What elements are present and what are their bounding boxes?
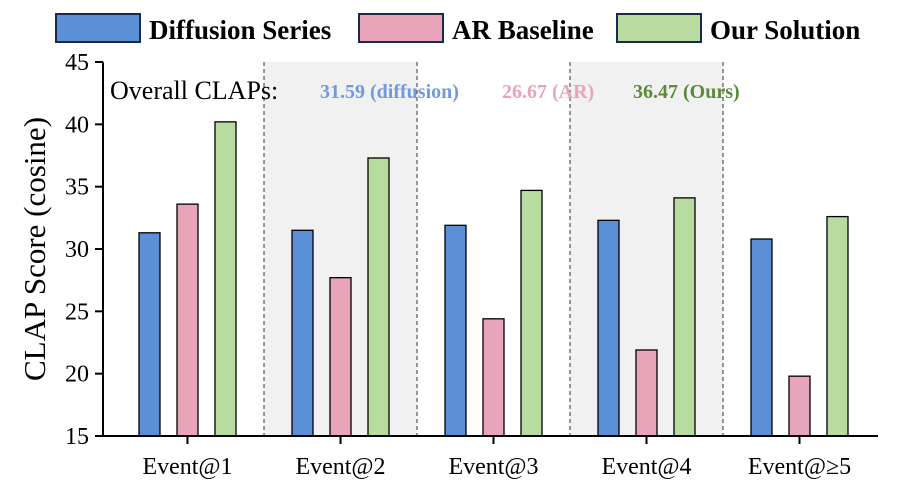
bar-diffusion-1 [138,232,161,437]
bar-marks [138,121,849,437]
bar-ours-4 [673,197,696,437]
bar-diffusion-2 [291,229,314,437]
bar-ours-3 [520,189,543,437]
legend-swatch-ours [616,13,702,43]
overall-claps-label: Overall CLAPs: [110,76,278,105]
bar-diffusion-3 [444,224,467,437]
bar-ar-2 [329,277,352,437]
y-ticks: 15 20 25 30 35 40 45 [65,50,103,450]
y-axis-label: CLAP Score (cosine) [17,117,52,381]
x-tick-label-5: Event@≥5 [748,454,851,480]
x-tick-label-3: Event@3 [448,454,538,480]
legend-label-ar: AR Baseline [452,15,594,45]
bar-ours-2 [367,157,390,437]
overall-diffusion-value: 31.59 (diffusion) [320,81,459,103]
legend-swatch-diffusion [55,13,141,43]
overall-ar-value: 26.67 (AR) [502,81,594,103]
overall-ours-value: 36.47 (Ours) [633,81,740,103]
y-tick-label-30: 30 [65,237,89,263]
legend-swatch-ar [358,13,444,43]
y-tick-label-15: 15 [65,424,89,450]
bar-ar-5 [788,375,811,437]
legend-label-ours: Our Solution [710,15,860,45]
y-tick-label-45: 45 [65,50,89,76]
bar-ar-4 [635,349,658,437]
bar-ours-1 [214,121,237,437]
legend-label-diffusion: Diffusion Series [149,15,331,45]
x-tick-label-4: Event@4 [601,454,691,480]
x-tick-label-2: Event@2 [295,454,385,480]
y-tick-label-20: 20 [65,362,89,388]
y-tick-label-25: 25 [65,299,89,325]
legend: Diffusion Series AR Baseline Our Solutio… [55,13,860,45]
x-tick-label-1: Event@1 [142,454,232,480]
bar-ar-1 [176,203,199,437]
y-tick-label-35: 35 [65,175,89,201]
y-tick-label-40: 40 [65,112,89,138]
bar-diffusion-5 [750,238,773,437]
bar-diffusion-4 [597,219,620,437]
x-ticks: Event@1 Event@2 Event@3 Event@4 Event@≥5 [142,436,851,480]
bar-ar-3 [482,318,505,437]
bar-ours-5 [826,215,849,437]
